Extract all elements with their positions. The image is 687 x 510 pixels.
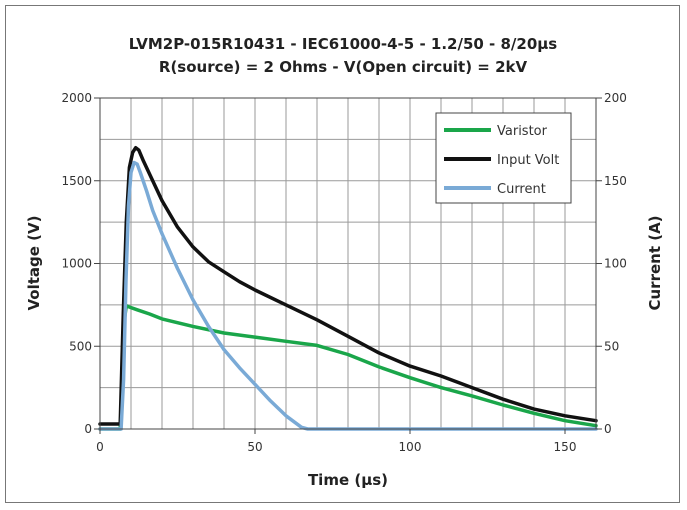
y-tick-label: 1000 bbox=[61, 257, 92, 271]
chart-subtitle: R(source) = 2 Ohms - V(Open circuit) = 2… bbox=[159, 58, 528, 76]
y-tick-label: 2000 bbox=[61, 91, 92, 105]
y2-tick-label: 0 bbox=[604, 422, 612, 436]
y2-tick-label: 100 bbox=[604, 257, 627, 271]
y-axis-title: Voltage (V) bbox=[25, 216, 43, 311]
x-tick-label: 100 bbox=[399, 440, 422, 454]
y-tick-label: 1500 bbox=[61, 174, 92, 188]
y2-tick-label: 50 bbox=[604, 339, 619, 353]
legend-label: Input Volt bbox=[497, 153, 559, 168]
chart-title: LVM2P-015R10431 - IEC61000-4-5 - 1.2/50 … bbox=[129, 35, 558, 53]
y2-tick-label: 200 bbox=[604, 91, 627, 105]
x-tick-label: 0 bbox=[96, 440, 104, 454]
x-axis-title: Time (µs) bbox=[308, 471, 388, 489]
y2-axis-title: Current (A) bbox=[646, 215, 664, 310]
legend: Varistor Input Volt Current bbox=[435, 112, 572, 204]
legend-label: Current bbox=[497, 182, 546, 197]
x-tick-label: 50 bbox=[247, 440, 262, 454]
y-tick-label: 500 bbox=[69, 339, 92, 353]
y2-tick-label: 150 bbox=[604, 174, 627, 188]
y-tick-label: 0 bbox=[84, 422, 92, 436]
legend-label: Varistor bbox=[497, 124, 548, 139]
x-tick-label: 150 bbox=[554, 440, 577, 454]
series-line-input-volt bbox=[98, 145, 598, 426]
